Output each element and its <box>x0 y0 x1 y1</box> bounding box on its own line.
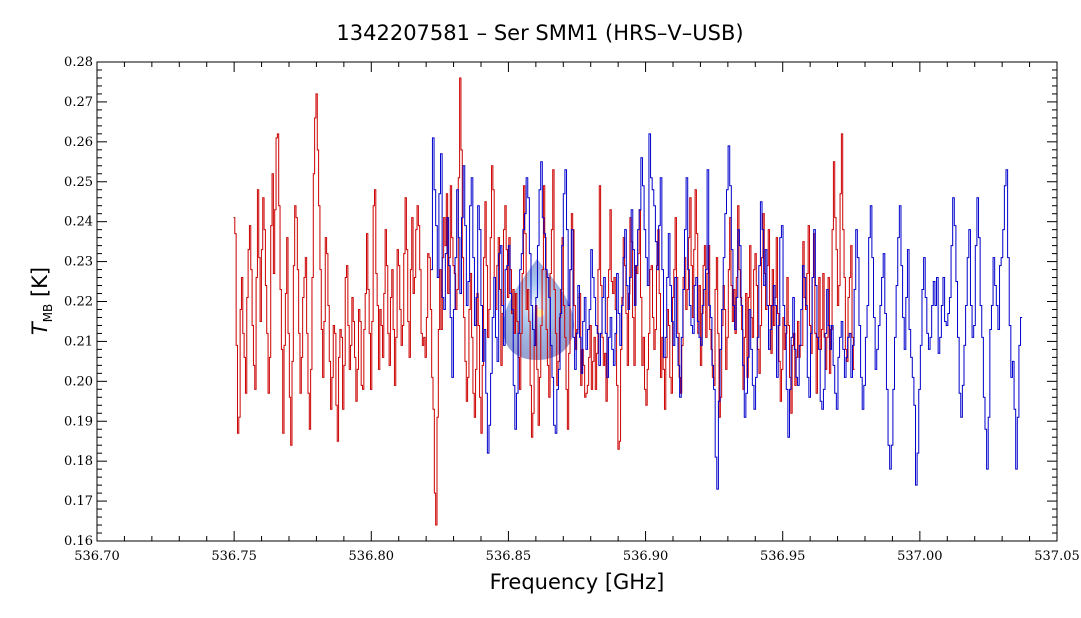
x-tick-label: 536.80 <box>349 549 395 564</box>
x-tick-label: 536.70 <box>74 549 120 564</box>
x-tick-label: 537.00 <box>897 549 943 564</box>
y-tick-label: 0.27 <box>64 95 93 110</box>
y-tick-label: 0.24 <box>64 215 93 230</box>
y-axis: 0.16 0.17 0.18 0.19 0.20 0.21 0.22 0.23 0.24 0.25… <box>64 55 1057 549</box>
chart-title: 1342207581 – Ser SMM1 (HRS–V–USB) <box>336 21 743 45</box>
x-tick-label: 536.75 <box>211 549 257 564</box>
x-axis-label: Frequency [GHz] <box>490 570 665 594</box>
y-tick-label: 0.25 <box>64 175 93 190</box>
series-layer <box>233 77 1023 526</box>
x-tick-label: 536.95 <box>760 549 806 564</box>
y-axis-label-subscript: MB <box>41 304 55 323</box>
y-tick-label: 0.26 <box>64 135 93 150</box>
y-axis-label: TMB [K] <box>28 267 55 335</box>
y-axis-label-unit: [K] <box>28 267 52 304</box>
x-tick-label: 536.85 <box>486 549 532 564</box>
y-tick-label: 0.19 <box>64 414 93 429</box>
x-axis: 536.70 536.75 536.80 536.85 536.90 536.95 537.… <box>74 62 1080 564</box>
y-tick-label: 0.16 <box>64 534 93 549</box>
y-tick-label: 0.18 <box>64 454 93 469</box>
y-tick-label: 0.20 <box>64 374 93 389</box>
y-tick-label: 0.23 <box>64 255 93 270</box>
y-tick-label: 0.22 <box>64 295 93 310</box>
x-tick-label: 536.90 <box>623 549 669 564</box>
y-tick-label: 0.21 <box>64 334 93 349</box>
y-axis-label-symbol: T <box>28 320 52 335</box>
series-line-2 <box>430 133 1023 490</box>
x-tick-label: 537.05 <box>1034 549 1080 564</box>
y-tick-label: 0.17 <box>64 494 93 509</box>
series-line-1 <box>233 77 855 526</box>
y-tick-label: 0.28 <box>64 55 93 70</box>
